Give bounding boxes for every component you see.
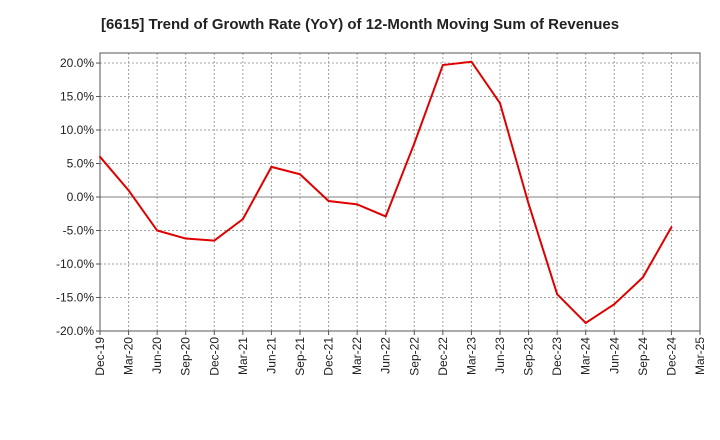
y-tick-label: -5.0% (63, 224, 95, 238)
y-tick-label: 15.0% (60, 90, 94, 104)
y-tick-label: 10.0% (60, 123, 94, 137)
x-tick-label: Mar-23 (464, 337, 478, 375)
data-point (184, 237, 187, 240)
x-tick-label: Dec-24 (664, 337, 678, 376)
data-point (556, 293, 559, 296)
data-point (156, 229, 159, 232)
x-tick-label: Dec-19 (93, 337, 107, 376)
data-point (441, 64, 444, 67)
x-tick-label: Jun-20 (150, 337, 164, 374)
data-point (584, 321, 587, 324)
data-point (99, 155, 101, 158)
x-tick-label: Dec-21 (322, 337, 336, 376)
x-tick-label: Mar-21 (236, 337, 250, 375)
data-point (299, 173, 301, 176)
x-tick-label: Sep-22 (407, 337, 421, 376)
x-tick-label: Sep-24 (636, 337, 650, 376)
tick-label-layer: 20.0% 15.0% 10.0% 5.0% 0.0% -5.0% -10.0% -15.0%… (56, 56, 707, 376)
x-tick-label: Jun-23 (493, 337, 507, 374)
axis-layer (96, 52, 701, 335)
x-tick-label: Dec-20 (207, 337, 221, 376)
series-layer (99, 60, 673, 324)
y-tick-label: -10.0% (56, 257, 94, 271)
data-point (127, 189, 130, 192)
plot-frame (99, 52, 701, 332)
x-tick-label: Jun-24 (607, 337, 621, 374)
data-point (613, 303, 616, 306)
data-point (270, 165, 273, 168)
y-tick-label: 5.0% (67, 157, 95, 171)
y-tick-label: 0.0% (67, 190, 95, 204)
grid-layer (100, 53, 700, 332)
x-tick-label: Mar-24 (579, 337, 593, 375)
data-point (327, 200, 330, 203)
x-tick-label: Mar-25 (693, 337, 707, 375)
x-tick-label: Mar-22 (350, 337, 364, 375)
y-tick-label: -15.0% (56, 291, 94, 305)
series-line (99, 60, 673, 324)
chart-title: [6615] Trend of Growth Rate (YoY) of 12-… (100, 16, 620, 33)
data-point (499, 102, 501, 105)
data-point (384, 215, 387, 218)
data-point (413, 142, 416, 145)
y-tick-label: 20.0% (60, 56, 94, 70)
x-tick-label: Jun-22 (379, 337, 393, 374)
x-tick-label: Mar-20 (122, 337, 136, 375)
x-tick-label: Dec-22 (436, 337, 450, 376)
x-tick-label: Jun-21 (264, 337, 278, 374)
data-point (641, 276, 644, 279)
data-point (241, 218, 244, 221)
data-point (470, 60, 473, 63)
x-tick-label: Sep-23 (522, 337, 536, 376)
x-tick-label: Dec-23 (550, 337, 564, 376)
x-tick-label: Sep-21 (293, 337, 307, 376)
data-point (527, 202, 530, 205)
data-point (356, 203, 359, 206)
x-tick-label: Sep-20 (179, 337, 193, 376)
data-point (213, 239, 216, 242)
data-point (670, 226, 673, 229)
y-tick-label: -20.0% (56, 324, 94, 338)
